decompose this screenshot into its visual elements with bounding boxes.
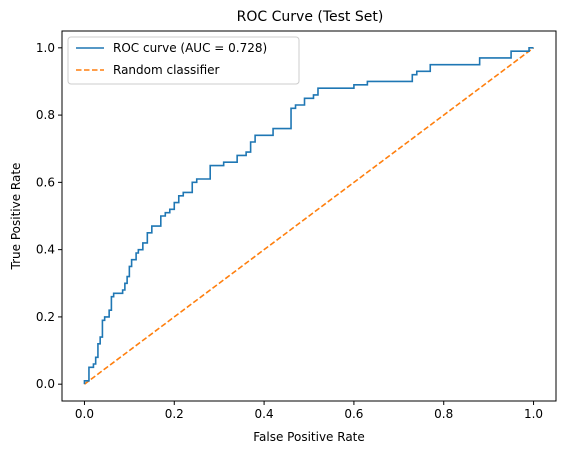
y-tick-label: 0.4 <box>36 243 55 257</box>
chart-title: ROC Curve (Test Set) <box>237 9 384 25</box>
legend-label-roc: ROC curve (AUC = 0.728) <box>113 41 267 55</box>
y-axis-label: True Positive Rate <box>9 163 23 271</box>
legend-box <box>67 36 300 85</box>
y-tick-label: 0.2 <box>36 310 55 324</box>
random-classifier-line <box>83 47 535 385</box>
y-axis-ticks: 0.0 0.2 0.4 0.6 0.8 1.0 <box>36 41 62 391</box>
series-layer <box>83 47 535 385</box>
legend: ROC curve (AUC = 0.728) Random classifie… <box>67 36 300 85</box>
x-tick-label: 0.0 <box>75 407 94 421</box>
x-tick-label: 1.0 <box>524 407 543 421</box>
y-tick-label: 0.0 <box>36 377 55 391</box>
x-tick-label: 0.4 <box>255 407 274 421</box>
y-tick-label: 1.0 <box>36 41 55 55</box>
y-tick-label: 0.8 <box>36 108 55 122</box>
x-axis-ticks: 0.0 0.2 0.4 0.6 0.8 1.0 <box>75 401 543 421</box>
x-tick-label: 0.8 <box>434 407 453 421</box>
roc-curve-line <box>83 47 534 385</box>
y-tick-label: 0.6 <box>36 175 55 189</box>
plot-frame <box>61 30 557 402</box>
x-tick-label: 0.6 <box>344 407 363 421</box>
x-tick-label: 0.2 <box>165 407 184 421</box>
legend-label-random: Random classifier <box>113 63 220 77</box>
x-axis-label: False Positive Rate <box>253 430 365 444</box>
